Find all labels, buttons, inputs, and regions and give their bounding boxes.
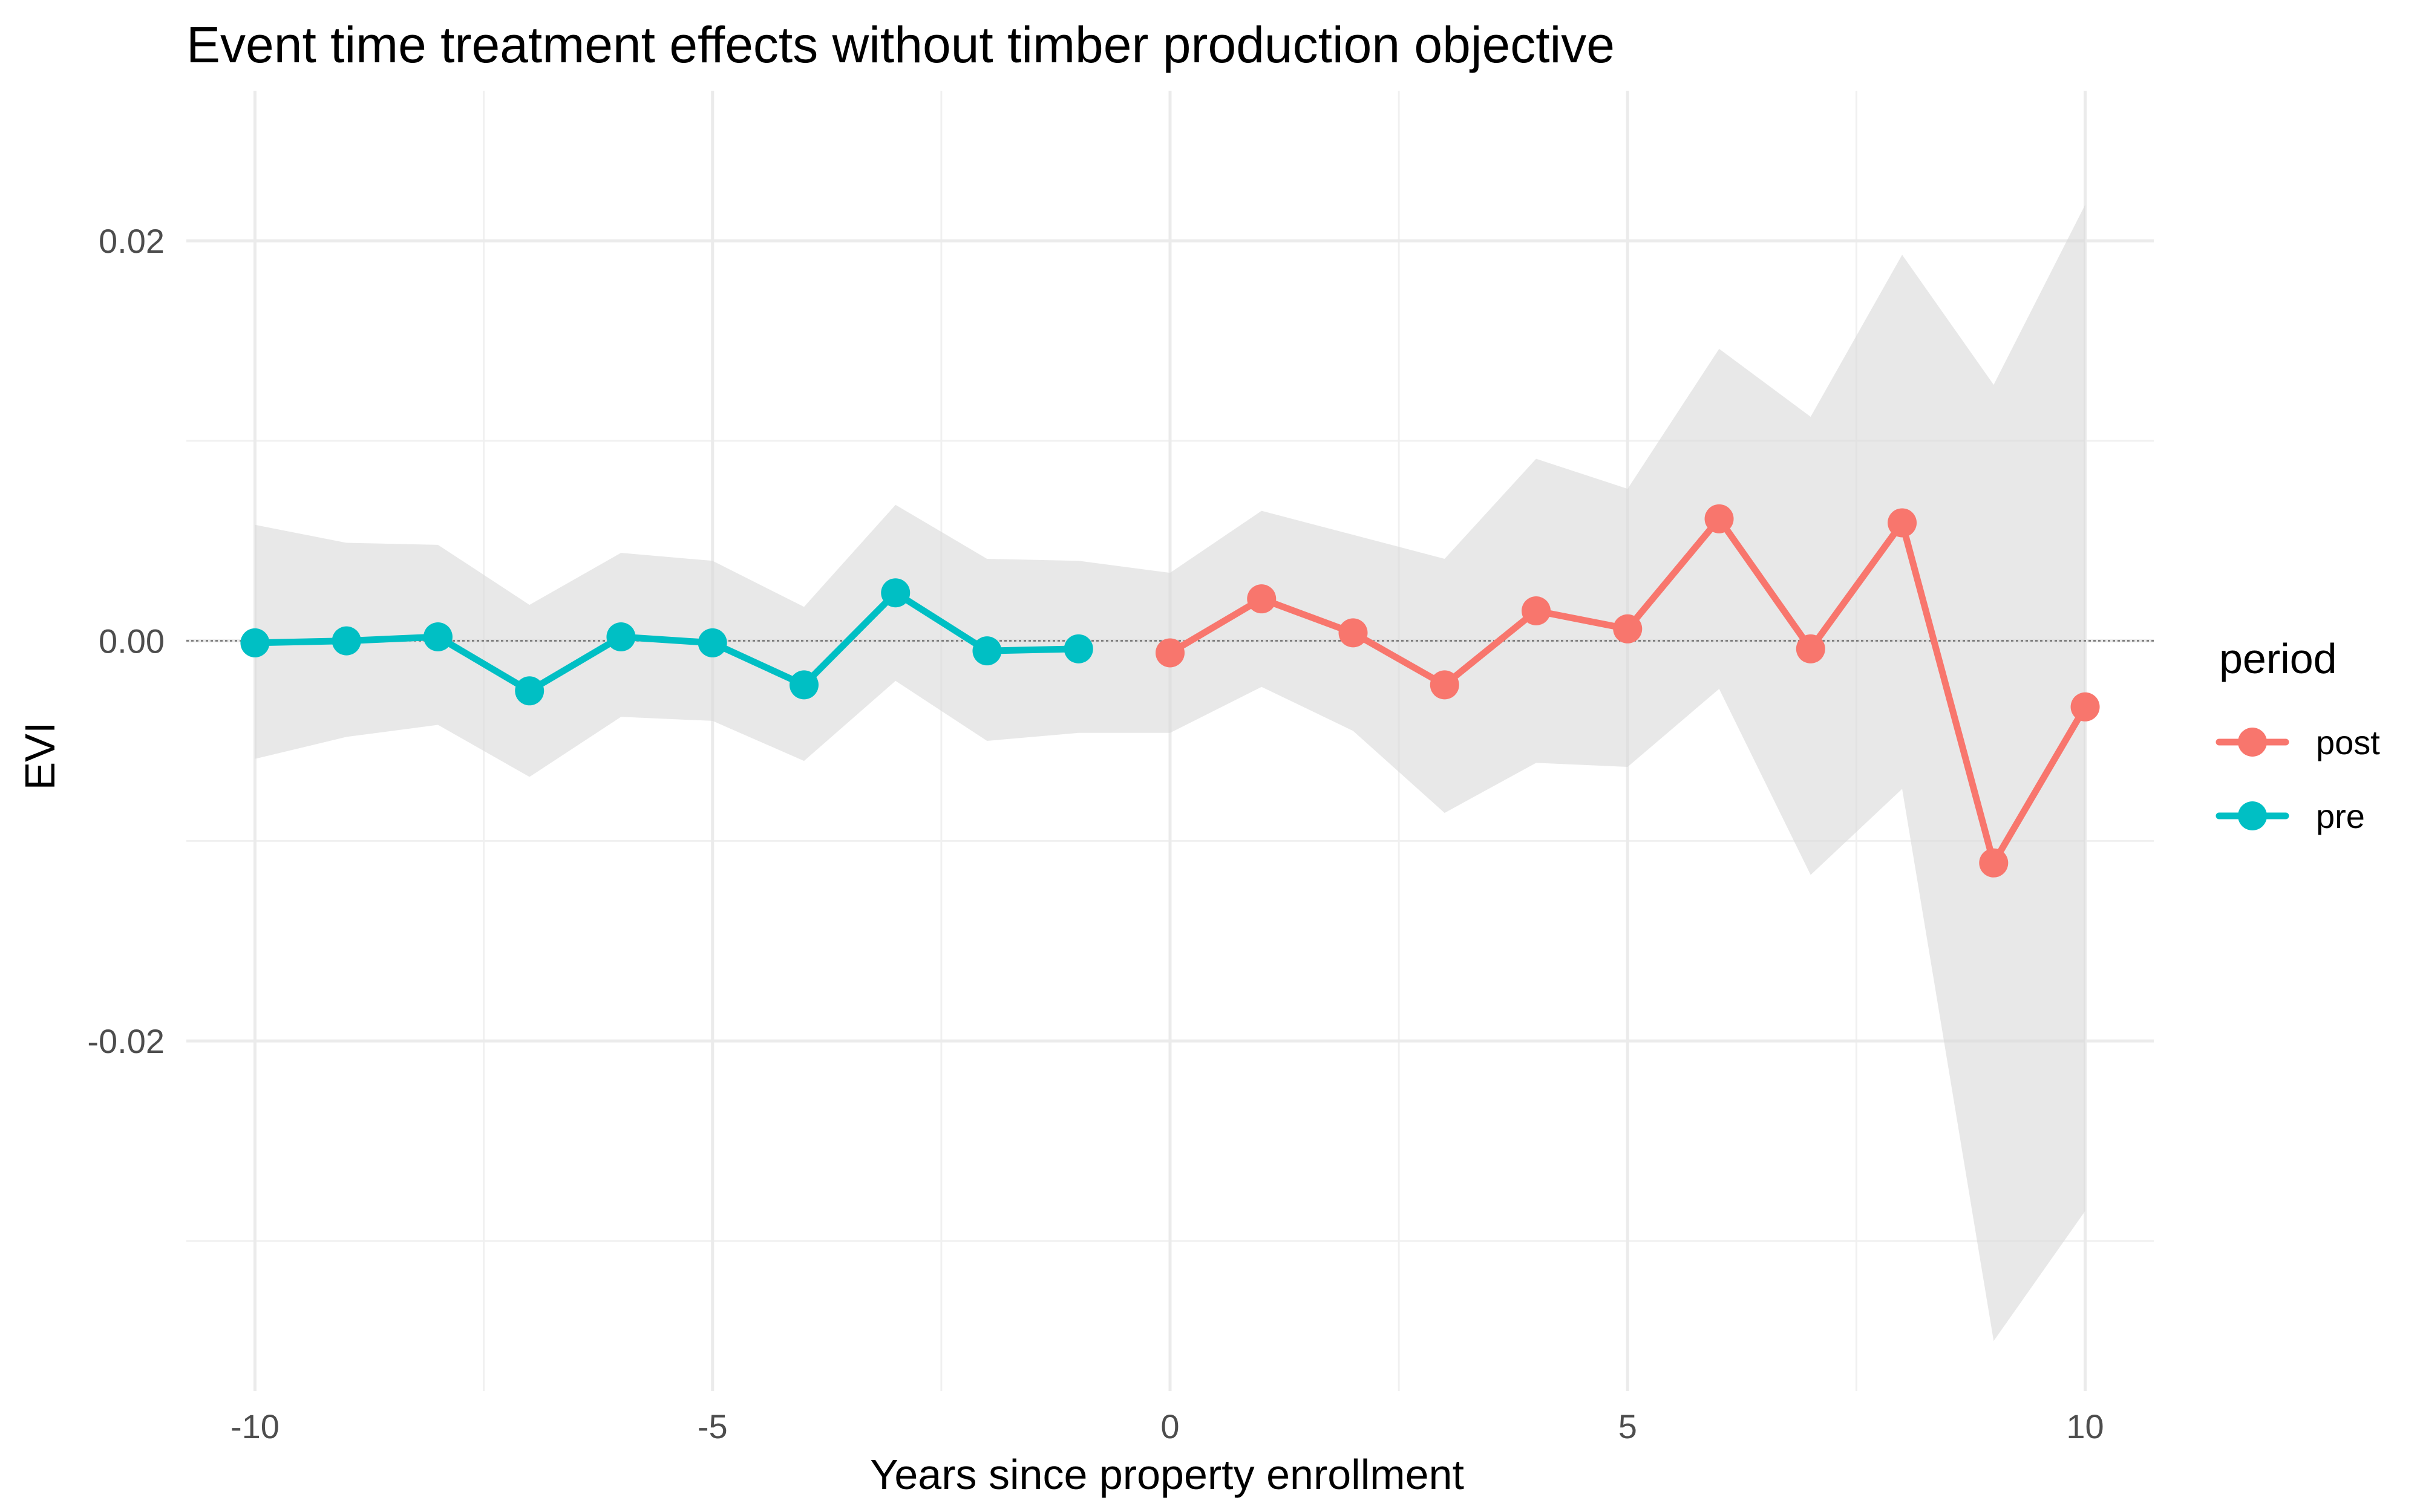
data-point-pre (1064, 634, 1093, 663)
data-point-pre (606, 622, 636, 651)
data-point-post (1338, 618, 1368, 648)
y-tick-label: -0.02 (87, 1022, 165, 1060)
data-point-post (1156, 638, 1185, 668)
x-tick-label: -10 (231, 1407, 280, 1445)
x-tick-label: 0 (1160, 1407, 1179, 1445)
data-point-post (1247, 584, 1277, 614)
legend-key-point-post (2238, 728, 2267, 757)
confidence-ribbon (255, 204, 2085, 1341)
y-tick-label: 0.02 (99, 222, 165, 260)
data-point-pre (423, 622, 453, 651)
series-line-pre (251, 589, 1082, 694)
x-axis-tick-labels: -10 -5 0 5 10 (231, 1407, 2104, 1445)
legend-key-point-pre (2238, 801, 2267, 830)
x-tick-label: 5 (1618, 1407, 1637, 1445)
x-axis-title: Years since property enrollment (870, 1451, 1464, 1498)
data-point-pre (515, 676, 544, 706)
data-point-post (1979, 848, 2009, 878)
data-point-pre (881, 578, 911, 608)
legend-label-pre: pre (2316, 797, 2365, 835)
data-point-post (1522, 596, 1551, 625)
x-tick-label: 10 (2066, 1407, 2104, 1445)
y-tick-label: 0.00 (99, 622, 165, 660)
y-axis-title: EVI (16, 722, 64, 790)
y-axis-tick-labels: 0.02 0.00 -0.02 (87, 222, 165, 1060)
data-point-pre (972, 636, 1002, 666)
data-point-post (1430, 670, 1459, 700)
confidence-ribbons (255, 204, 2085, 1341)
data-point-post (1796, 634, 1825, 663)
data-point-post (1888, 508, 1917, 538)
data-point-pre (698, 628, 727, 657)
x-tick-label: -5 (698, 1407, 728, 1445)
chart-title: Event time treatment effects without tim… (186, 16, 1615, 73)
data-point-pre (789, 670, 819, 700)
data-point-post (2070, 692, 2100, 722)
legend-title: period (2219, 635, 2337, 682)
data-point-pre (332, 626, 361, 656)
series-points (240, 504, 2100, 878)
legend: period post pre (2216, 635, 2380, 835)
legend-label-post: post (2316, 723, 2380, 761)
legend-items: post pre (2216, 723, 2380, 835)
data-point-post (1704, 504, 1734, 533)
data-point-pre (240, 628, 270, 657)
data-point-post (1613, 614, 1643, 644)
